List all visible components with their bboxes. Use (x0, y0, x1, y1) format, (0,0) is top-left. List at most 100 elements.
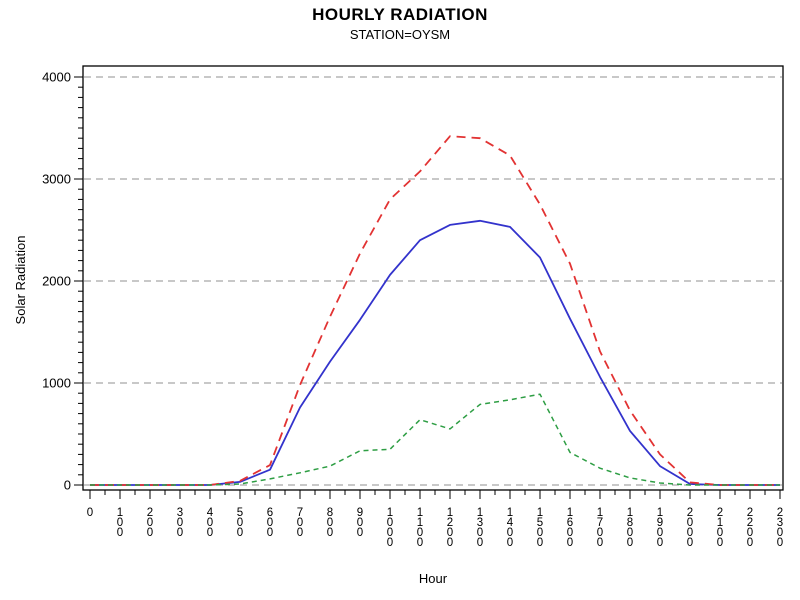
svg-text:3: 3 (177, 507, 183, 519)
svg-text:1: 1 (387, 507, 393, 519)
svg-text:1: 1 (507, 507, 513, 519)
svg-text:0: 0 (267, 517, 273, 529)
svg-text:0: 0 (327, 517, 333, 529)
y-tick-label: 3000 (42, 172, 71, 187)
svg-text:0: 0 (387, 517, 393, 529)
svg-text:0: 0 (357, 517, 363, 529)
x-tick-label: 600 (267, 507, 273, 539)
svg-text:1: 1 (117, 507, 123, 519)
svg-text:1: 1 (567, 507, 573, 519)
x-tick-label: 500 (237, 507, 243, 539)
svg-text:7: 7 (597, 517, 603, 529)
x-axis: 0 100200300400500600700800900100011001200… (87, 490, 783, 549)
svg-text:3: 3 (477, 517, 483, 529)
svg-text:0: 0 (597, 527, 603, 539)
svg-text:0: 0 (507, 527, 513, 539)
svg-text:0: 0 (177, 527, 183, 539)
svg-text:0: 0 (447, 527, 453, 539)
svg-text:0: 0 (387, 527, 393, 539)
svg-text:6: 6 (567, 517, 573, 529)
series-green-short-dashed (90, 393, 780, 486)
svg-text:0: 0 (597, 537, 603, 549)
svg-text:0: 0 (537, 527, 543, 539)
y-tick-label: 1000 (42, 376, 71, 391)
svg-text:9: 9 (657, 517, 663, 529)
svg-text:0: 0 (267, 527, 273, 539)
svg-text:0: 0 (117, 527, 123, 539)
svg-text:0: 0 (147, 527, 153, 539)
svg-text:0: 0 (717, 537, 723, 549)
chart-subtitle: STATION=OYSM (349, 27, 451, 42)
svg-text:0: 0 (567, 537, 573, 549)
x-tick-label: 700 (297, 507, 303, 539)
svg-text:1: 1 (597, 507, 603, 519)
svg-text:5: 5 (537, 517, 543, 529)
svg-text:0: 0 (117, 517, 123, 529)
svg-text:0: 0 (717, 527, 723, 539)
svg-text:0: 0 (777, 527, 783, 539)
svg-text:0: 0 (687, 527, 693, 539)
chart-title: HOURLY RADIATION (312, 5, 488, 24)
svg-text:0: 0 (567, 527, 573, 539)
svg-text:0: 0 (477, 527, 483, 539)
y-tick-label: 4000 (42, 70, 71, 85)
svg-text:0: 0 (687, 537, 693, 549)
svg-text:9: 9 (357, 507, 363, 519)
svg-text:2: 2 (747, 517, 753, 529)
svg-text:4: 4 (207, 507, 214, 519)
x-tick-label: 0 (87, 507, 93, 519)
svg-text:1: 1 (717, 517, 723, 529)
x-tick-label: 100 (117, 507, 123, 539)
svg-text:1: 1 (627, 507, 633, 519)
svg-text:0: 0 (417, 537, 423, 549)
svg-text:0: 0 (207, 527, 213, 539)
svg-text:8: 8 (327, 507, 333, 519)
y-tick-label: 0 (64, 478, 71, 493)
svg-text:0: 0 (627, 527, 633, 539)
series-red-dashed (90, 135, 780, 486)
y-tick-label: 2000 (42, 274, 71, 289)
svg-text:0: 0 (237, 527, 243, 539)
x-tick-label: 1000 (387, 507, 393, 549)
svg-text:0: 0 (87, 507, 93, 519)
svg-text:0: 0 (147, 517, 153, 529)
svg-text:0: 0 (747, 527, 753, 539)
svg-text:0: 0 (477, 537, 483, 549)
svg-text:2: 2 (717, 507, 723, 519)
y-axis: 0 1000 2000 3000 4000 (42, 70, 83, 493)
svg-text:0: 0 (447, 537, 453, 549)
svg-text:6: 6 (267, 507, 273, 519)
x-tick-label: 400 (207, 507, 214, 539)
svg-text:4: 4 (507, 517, 514, 529)
x-tick-label: 2000 (687, 507, 693, 549)
svg-text:0: 0 (177, 517, 183, 529)
svg-text:0: 0 (207, 517, 213, 529)
x-tick-label: 900 (357, 507, 363, 539)
svg-text:0: 0 (657, 527, 663, 539)
svg-text:0: 0 (357, 527, 363, 539)
svg-text:2: 2 (687, 507, 693, 519)
svg-text:2: 2 (777, 507, 783, 519)
svg-text:1: 1 (537, 507, 543, 519)
x-tick-label: 300 (177, 507, 183, 539)
svg-text:0: 0 (687, 517, 693, 529)
svg-text:2: 2 (747, 507, 753, 519)
svg-text:7: 7 (297, 507, 303, 519)
svg-text:1: 1 (657, 507, 663, 519)
svg-text:1: 1 (417, 507, 423, 519)
svg-text:0: 0 (387, 537, 393, 549)
svg-text:0: 0 (747, 537, 753, 549)
svg-text:0: 0 (417, 527, 423, 539)
